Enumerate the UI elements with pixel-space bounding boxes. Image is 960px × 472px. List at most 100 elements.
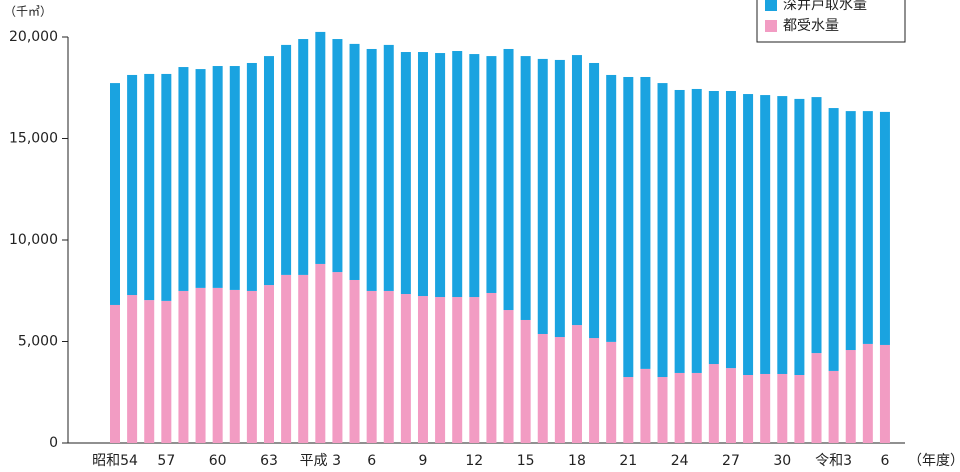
bar-segment <box>845 350 856 443</box>
legend-label: 都受水量 <box>783 18 839 34</box>
bar-segment <box>486 292 497 443</box>
bar-segment <box>281 44 292 275</box>
x-tick-label: 昭和54 <box>92 453 138 469</box>
y-tick-label: 10,000 <box>9 232 58 248</box>
bar-segment <box>263 56 274 286</box>
bar-segment <box>417 296 428 443</box>
bar-segment <box>469 54 480 298</box>
bar-segment <box>606 74 617 342</box>
y-tick-label: 15,000 <box>9 131 58 147</box>
bar-segment <box>127 74 138 296</box>
bar-segment <box>520 56 531 320</box>
bar-segment <box>161 300 172 443</box>
bar-segment <box>229 289 240 443</box>
bar-segment <box>246 62 257 291</box>
bar-segment <box>503 310 514 443</box>
x-tick-label: 15 <box>517 453 535 469</box>
bar-segment <box>708 90 719 365</box>
bar-segment <box>195 287 206 443</box>
bar-segment <box>298 39 309 275</box>
bar-segment <box>674 89 685 373</box>
bar-segment <box>691 88 702 373</box>
bar-segment <box>640 76 651 369</box>
bar-segment <box>589 338 600 443</box>
bar-segment <box>212 287 223 443</box>
bar-segment <box>469 297 480 443</box>
x-tick-label: 63 <box>260 453 278 469</box>
bar-segment <box>144 73 155 301</box>
bar-segment <box>777 373 788 443</box>
x-tick-label: 6 <box>367 453 376 469</box>
bar-segment <box>537 58 548 334</box>
x-tick-label: 6 <box>880 453 889 469</box>
legend-label: 深井戸取水量 <box>783 0 867 13</box>
y-tick-label: 5,000 <box>18 334 58 350</box>
bar-segment <box>281 274 292 443</box>
bar-segment <box>503 48 514 311</box>
bar-segment <box>332 272 343 443</box>
bar-segment <box>263 285 274 443</box>
bar-segment <box>537 333 548 443</box>
bar-segment <box>862 111 873 344</box>
bar-segment <box>315 31 326 264</box>
bar-segment <box>520 319 531 443</box>
bar-segment <box>195 69 206 288</box>
bar-segment <box>332 39 343 273</box>
bar-segment <box>725 90 736 369</box>
legend-box <box>756 0 906 43</box>
bar-segment <box>110 83 120 305</box>
bar-segment <box>760 373 771 443</box>
bar-segment <box>161 73 172 301</box>
bar-segment <box>571 325 582 443</box>
bar-segment <box>554 59 565 338</box>
bar-segment <box>760 95 771 374</box>
x-tick-label: 24 <box>671 453 689 469</box>
bar-segment <box>383 290 394 443</box>
bar-segment <box>862 343 873 443</box>
bar-segment <box>589 62 600 339</box>
bar-segment <box>811 97 822 354</box>
bar-segment <box>657 377 668 443</box>
bar-segment <box>452 51 463 298</box>
x-tick-label: 21 <box>619 453 637 469</box>
x-tick-label: 9 <box>419 453 428 469</box>
x-tick-label: 27 <box>722 453 740 469</box>
bar-segment <box>486 56 497 293</box>
bar-segment <box>606 341 617 443</box>
bar-segment <box>110 304 120 443</box>
x-tick-label: 18 <box>568 453 586 469</box>
bar-segment <box>178 67 189 291</box>
bar-segment <box>811 353 822 443</box>
x-tick-label: 令和3 <box>815 453 852 469</box>
bar-segment <box>366 48 377 291</box>
bar-segment <box>435 297 446 443</box>
bar-segment <box>640 368 651 443</box>
bar-segment <box>743 94 754 375</box>
bar-segment <box>417 52 428 297</box>
bar-segment <box>178 290 189 443</box>
bar-segment <box>879 344 890 443</box>
bar-segment <box>212 66 223 288</box>
bar-segment <box>452 297 463 443</box>
bar-segment <box>657 83 668 378</box>
bar-segment <box>845 111 856 351</box>
bar-segment <box>777 96 788 374</box>
bar-segment <box>691 372 702 443</box>
bar-segment <box>674 372 685 443</box>
x-tick-label: 平成 3 <box>300 453 341 469</box>
bar-segment <box>794 374 805 443</box>
legend-swatch <box>765 20 777 32</box>
bar-segment <box>229 66 240 290</box>
unit-label: （千㎥） <box>4 5 52 19</box>
bar-segment <box>623 377 634 443</box>
bar-segment <box>366 290 377 443</box>
x-tick-label: 57 <box>157 453 175 469</box>
bar-segment <box>571 55 582 326</box>
bar-segment <box>298 274 309 443</box>
bar-segment <box>435 53 446 298</box>
bar-segment <box>246 290 257 443</box>
bar-segment <box>794 98 805 375</box>
bar-segment <box>828 108 839 371</box>
y-tick-label: 0 <box>49 435 58 451</box>
